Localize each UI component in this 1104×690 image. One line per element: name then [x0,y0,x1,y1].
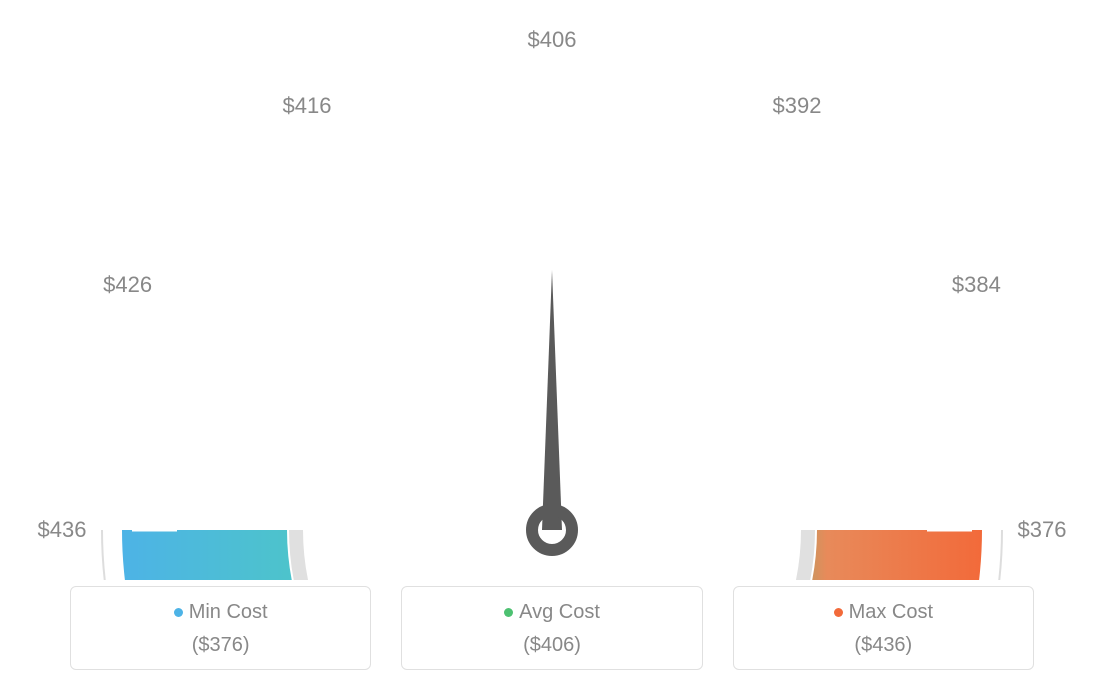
gauge-tick-label: $416 [283,93,332,119]
legend-min-label-text: Min Cost [189,601,268,624]
gauge-svg [0,0,1104,580]
legend-min-value: ($376) [81,634,360,657]
legend-max-label-text: Max Cost [849,601,933,624]
gauge-tick-label: $376 [1018,517,1067,543]
legend-max: Max Cost ($436) [733,586,1034,670]
dot-icon [834,608,843,617]
gauge-tick-label: $436 [38,517,87,543]
gauge-tick-label: $384 [952,272,1001,298]
dot-icon [504,608,513,617]
dot-icon [174,608,183,617]
gauge-tick-label: $392 [773,93,822,119]
gauge-area: $376 $384 $392 $406 $416 $426 $436 [0,0,1104,580]
gauge-tick-label: $406 [528,27,577,53]
legend-row: Min Cost ($376) Avg Cost ($406) Max Cost… [70,586,1034,670]
gauge-tick-label: $426 [103,272,152,298]
legend-avg-label-text: Avg Cost [519,601,600,624]
legend-min: Min Cost ($376) [70,586,371,670]
legend-avg-label: Avg Cost [504,601,600,624]
legend-max-label: Max Cost [834,601,933,624]
legend-max-value: ($436) [744,634,1023,657]
legend-min-label: Min Cost [174,601,268,624]
legend-avg-value: ($406) [412,634,691,657]
legend-avg: Avg Cost ($406) [401,586,702,670]
cost-gauge-container: $376 $384 $392 $406 $416 $426 $436 Min Cost ($… [0,0,1104,690]
